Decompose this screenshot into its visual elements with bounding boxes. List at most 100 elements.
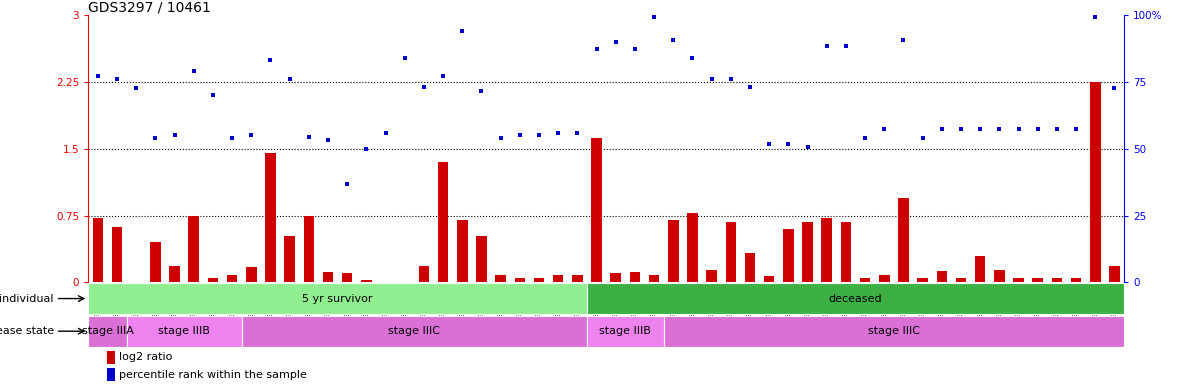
Text: percentile rank within the sample: percentile rank within the sample	[119, 369, 307, 379]
Point	[453, 28, 472, 35]
Point	[913, 135, 932, 141]
Point	[472, 88, 491, 94]
Bar	[591, 138, 601, 282]
Point	[1029, 126, 1048, 132]
Bar	[745, 253, 756, 282]
Bar	[725, 222, 736, 282]
Point	[971, 126, 990, 132]
Bar	[438, 162, 448, 282]
Bar	[304, 215, 314, 282]
Bar	[664, 316, 1124, 347]
Bar	[879, 275, 890, 282]
Point	[530, 132, 548, 139]
Point	[414, 83, 433, 89]
Bar	[1109, 266, 1119, 282]
Point	[990, 126, 1009, 132]
Point	[798, 144, 817, 150]
Point	[683, 55, 701, 61]
Bar	[822, 218, 832, 282]
Bar	[687, 213, 698, 282]
Point	[204, 92, 222, 98]
Point	[433, 73, 452, 79]
Point	[319, 137, 338, 143]
Bar	[1013, 278, 1024, 282]
Bar	[630, 271, 640, 282]
Bar	[937, 271, 947, 282]
Point	[606, 39, 625, 45]
Point	[817, 43, 836, 50]
Point	[88, 73, 107, 79]
Bar	[127, 316, 241, 347]
Point	[779, 141, 798, 147]
Point	[242, 132, 261, 139]
Point	[146, 135, 165, 141]
Text: stage IIIA: stage IIIA	[81, 326, 133, 336]
Bar	[669, 220, 679, 282]
Text: stage IIIB: stage IIIB	[599, 326, 651, 336]
Bar	[496, 275, 506, 282]
Bar	[361, 280, 372, 282]
Bar	[1032, 278, 1043, 282]
Text: GDS3297 / 10461: GDS3297 / 10461	[88, 0, 211, 14]
Bar	[553, 275, 564, 282]
Point	[895, 37, 913, 43]
Point	[625, 46, 644, 52]
Bar	[169, 266, 180, 282]
Point	[1009, 126, 1028, 132]
Text: 5 yr survivor: 5 yr survivor	[302, 293, 373, 304]
Bar	[587, 316, 664, 347]
Bar	[227, 275, 238, 282]
Bar	[151, 242, 161, 282]
Point	[875, 126, 893, 132]
Bar	[207, 278, 218, 282]
Bar	[1090, 82, 1100, 282]
Point	[1105, 85, 1124, 91]
Bar	[457, 220, 467, 282]
Point	[280, 76, 299, 83]
Text: stage IIIB: stage IIIB	[158, 326, 211, 336]
Bar	[107, 368, 115, 381]
Point	[664, 37, 683, 43]
Point	[740, 83, 759, 89]
Bar	[88, 316, 127, 347]
Point	[760, 141, 779, 147]
Point	[377, 130, 395, 136]
Bar	[322, 271, 333, 282]
Bar	[975, 256, 985, 282]
Bar	[265, 153, 275, 282]
Bar	[1071, 278, 1082, 282]
Bar	[107, 351, 115, 364]
Bar	[188, 215, 199, 282]
Bar	[706, 270, 717, 282]
Point	[548, 130, 567, 136]
Bar	[285, 236, 295, 282]
Bar	[477, 236, 487, 282]
Bar	[88, 283, 587, 314]
Text: deceased: deceased	[829, 293, 883, 304]
Point	[1066, 126, 1085, 132]
Text: stage IIIC: stage IIIC	[867, 326, 920, 336]
Bar	[112, 227, 122, 282]
Bar	[917, 278, 927, 282]
Bar	[803, 222, 813, 282]
Bar	[1051, 278, 1062, 282]
Point	[837, 43, 856, 50]
Point	[856, 135, 875, 141]
Bar	[533, 278, 544, 282]
Bar	[419, 266, 430, 282]
Point	[299, 134, 318, 140]
Bar	[241, 316, 587, 347]
Point	[185, 68, 204, 74]
Point	[107, 76, 126, 83]
Bar	[572, 275, 583, 282]
Point	[703, 76, 722, 83]
Bar	[611, 273, 621, 282]
Bar	[898, 198, 909, 282]
Bar	[995, 270, 1005, 282]
Point	[1086, 14, 1105, 20]
Bar	[840, 222, 851, 282]
Bar	[783, 229, 793, 282]
Bar	[246, 267, 257, 282]
Bar	[860, 278, 870, 282]
Point	[127, 85, 146, 91]
